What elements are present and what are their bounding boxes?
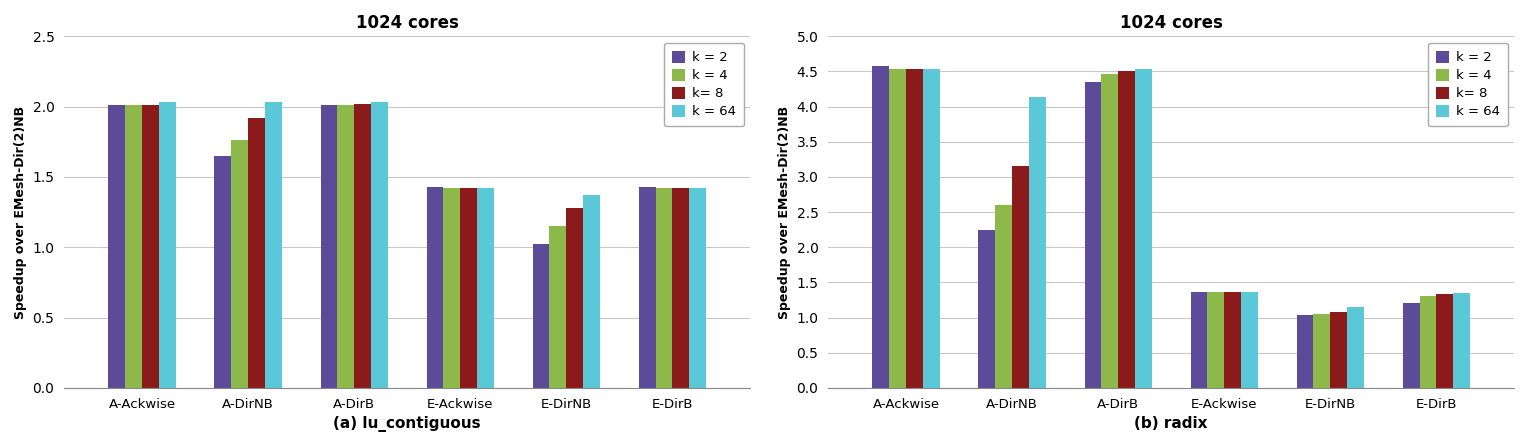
Bar (1135, 69, 1152, 388)
Bar (426, 187, 443, 388)
Bar (231, 140, 248, 388)
Title: 1024 cores: 1024 cores (1120, 14, 1222, 32)
Bar (460, 188, 477, 388)
Bar (1297, 315, 1314, 388)
Title: 1024 cores: 1024 cores (356, 14, 458, 32)
Bar (584, 195, 601, 388)
Bar (1403, 303, 1420, 388)
Bar (443, 188, 460, 388)
Bar (1085, 82, 1102, 388)
Bar (371, 102, 388, 388)
Bar (1118, 71, 1135, 388)
Bar (1436, 294, 1453, 388)
Bar (264, 102, 281, 388)
Bar (338, 105, 354, 388)
Bar (872, 66, 889, 388)
Bar (1207, 292, 1224, 388)
Bar (923, 69, 940, 388)
Bar (1453, 293, 1470, 388)
Bar (214, 156, 231, 388)
Bar (656, 188, 672, 388)
Bar (567, 208, 584, 388)
Bar (639, 187, 656, 388)
Bar (1348, 307, 1365, 388)
Bar (1012, 166, 1028, 388)
Bar (995, 205, 1012, 388)
Bar (550, 226, 567, 388)
Bar (1241, 292, 1258, 388)
Bar (1314, 314, 1331, 388)
X-axis label: (a) lu_contiguous: (a) lu_contiguous (333, 416, 481, 432)
Bar (1028, 97, 1045, 388)
Bar (689, 188, 706, 388)
Bar (159, 102, 176, 388)
Bar (1102, 74, 1118, 388)
Bar (1331, 312, 1348, 388)
Bar (1420, 296, 1436, 388)
Bar (889, 69, 906, 388)
Bar (978, 230, 995, 388)
Bar (142, 105, 159, 388)
Bar (248, 118, 264, 388)
Bar (125, 105, 142, 388)
Bar (354, 104, 371, 388)
Bar (1190, 292, 1207, 388)
Y-axis label: Speedup over EMesh-Dir(2)NB: Speedup over EMesh-Dir(2)NB (778, 105, 792, 318)
Y-axis label: Speedup over EMesh-Dir(2)NB: Speedup over EMesh-Dir(2)NB (14, 105, 28, 318)
Legend: k = 2, k = 4, k= 8, k = 64: k = 2, k = 4, k= 8, k = 64 (663, 43, 744, 126)
Bar (477, 188, 494, 388)
Bar (108, 105, 125, 388)
Bar (906, 69, 923, 388)
X-axis label: (b) radix: (b) radix (1134, 416, 1209, 431)
Bar (1224, 292, 1241, 388)
Bar (321, 105, 338, 388)
Bar (672, 188, 689, 388)
Bar (533, 244, 550, 388)
Legend: k = 2, k = 4, k= 8, k = 64: k = 2, k = 4, k= 8, k = 64 (1427, 43, 1508, 126)
